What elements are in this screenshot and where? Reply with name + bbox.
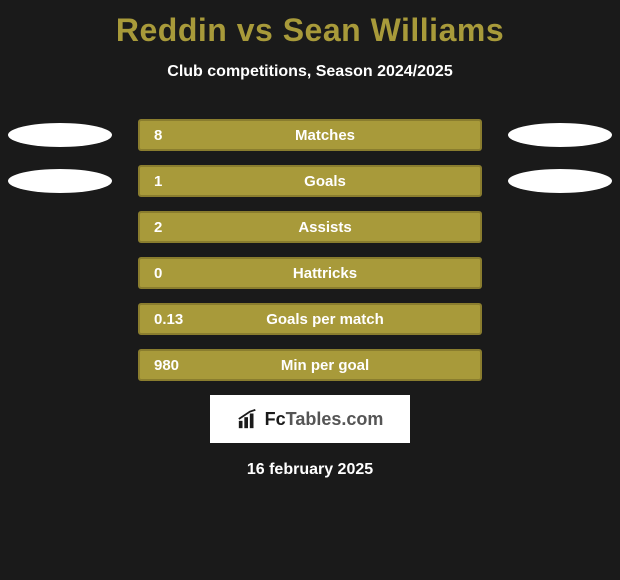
stat-value: 0	[140, 265, 230, 282]
stat-label: Goals	[230, 173, 480, 190]
stat-row: 1Goals	[0, 165, 620, 199]
stat-value: 0.13	[140, 311, 230, 328]
stat-row: 8Matches	[0, 119, 620, 153]
stat-value: 1	[140, 173, 230, 190]
stat-value: 980	[140, 357, 230, 374]
player-right-ellipse	[508, 169, 612, 193]
stats-container: 8Matches1Goals2Assists0Hattricks0.13Goal…	[0, 119, 620, 383]
player-right-ellipse	[508, 123, 612, 147]
comparison-date: 16 february 2025	[0, 461, 620, 479]
stat-label: Min per goal	[230, 357, 480, 374]
stat-bar: 0Hattricks	[138, 257, 482, 289]
player-left-ellipse	[8, 169, 112, 193]
stat-row: 0Hattricks	[0, 257, 620, 291]
logo-tables-part: Tables.com	[286, 409, 384, 429]
stat-label: Assists	[230, 219, 480, 236]
stat-bar: 2Assists	[138, 211, 482, 243]
stat-label: Goals per match	[230, 311, 480, 328]
stat-bar: 980Min per goal	[138, 349, 482, 381]
stat-label: Matches	[230, 127, 480, 144]
stat-bar: 0.13Goals per match	[138, 303, 482, 335]
logo-text: FcTables.com	[265, 409, 384, 430]
comparison-subtitle: Club competitions, Season 2024/2025	[0, 63, 620, 81]
fctables-logo: FcTables.com	[210, 395, 410, 443]
comparison-title: Reddin vs Sean Williams	[0, 0, 620, 49]
stat-row: 2Assists	[0, 211, 620, 245]
stat-bar: 1Goals	[138, 165, 482, 197]
stat-value: 8	[140, 127, 230, 144]
stat-bar: 8Matches	[138, 119, 482, 151]
stat-row: 980Min per goal	[0, 349, 620, 383]
stat-row: 0.13Goals per match	[0, 303, 620, 337]
stat-value: 2	[140, 219, 230, 236]
stat-label: Hattricks	[230, 265, 480, 282]
logo-fc-part: Fc	[265, 409, 286, 429]
chart-icon	[237, 408, 259, 430]
player-left-ellipse	[8, 123, 112, 147]
